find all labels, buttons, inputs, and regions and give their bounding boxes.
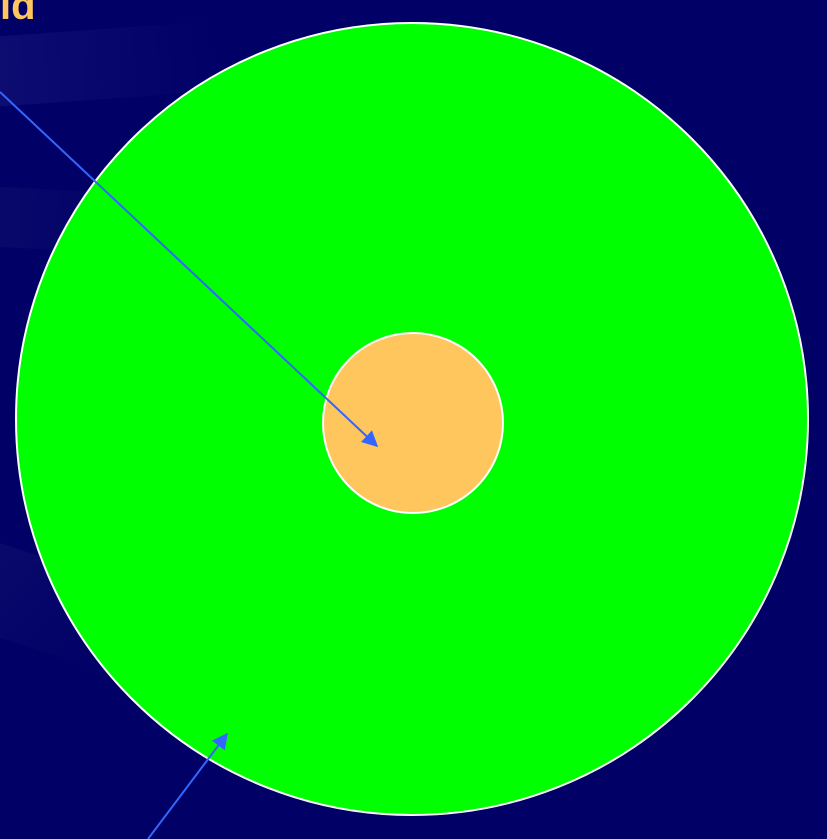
arrow-to-inner-circle [0, 91, 379, 448]
inner-circle [322, 332, 504, 514]
slide-label-text: ld [0, 0, 36, 28]
arrow-to-outer-circle [147, 732, 228, 839]
